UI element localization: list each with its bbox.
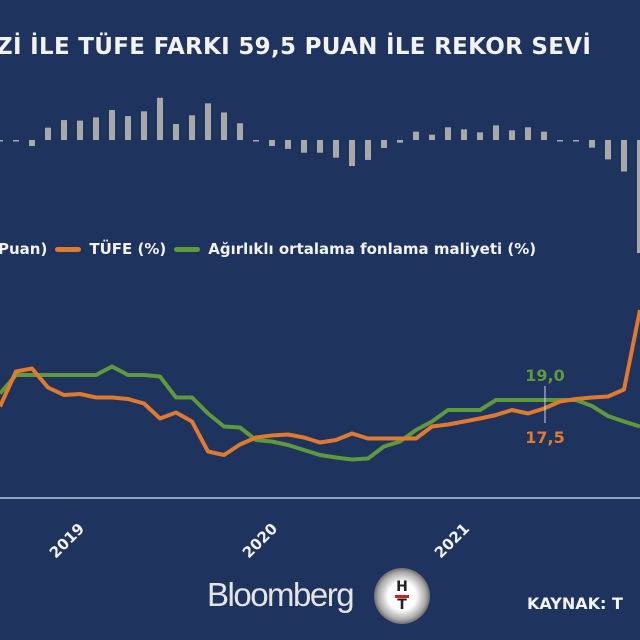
funding-line [0,364,640,462]
spread-bar [93,117,99,140]
spread-bar [525,127,531,140]
spread-bar [637,140,640,254]
spread-bar [269,140,275,147]
spread-bar [173,124,179,140]
spread-bar [589,140,595,148]
line-series [0,309,640,462]
spread-bar [509,130,515,140]
spread-bar [0,140,3,142]
spread-bar [541,131,547,140]
cpi-line [0,309,640,457]
spread-bar [189,115,195,140]
spread-bar [621,140,627,172]
spread-bar [13,140,19,142]
spread-bar [461,129,467,140]
spread-bar [301,140,307,153]
spread-bar [413,131,419,140]
annotation-cpi-label: 17,5 [525,428,564,447]
spread-bar [29,140,35,147]
spread-bar [381,140,387,148]
spread-bar [429,134,435,140]
spread-bar [573,140,579,142]
spread-bar [125,116,131,140]
source-text: KAYNAK: T [527,594,623,613]
spread-bar [205,103,211,140]
legend-spread-label: Puan) [0,240,48,258]
spread-bar [157,97,163,140]
spread-bar [349,140,355,167]
legend-cpi-swatch [55,246,82,252]
spread-bar [221,112,227,140]
chart-title: Zİ İLE TÜFE FARKI 59,5 PUAN İLE REKOR SE… [0,34,592,60]
legend-cpi-label: TÜFE (%) [89,240,167,258]
spread-bar [285,140,291,149]
spread-bar [45,127,51,140]
spread-bar [365,140,371,160]
legend: Puan) TÜFE (%) Ağırlıklı ortalama fonlam… [0,240,536,258]
spread-bar [557,140,563,142]
legend-funding-label: Ağırlıklı ortalama fonlama maliyeti (%) [208,240,537,258]
legend-funding-swatch [174,246,201,252]
annotation-funding-label: 19,0 [525,366,564,385]
spread-bar [109,109,115,140]
spread-bar [445,127,451,140]
spread-bar [493,125,499,140]
spread-bar [333,140,339,158]
spread-bar [317,140,323,153]
spread-bar [605,140,611,160]
bloomberg-logo: Bloomberg [207,576,355,613]
spread-bar [397,140,403,143]
spread-bars [0,97,640,254]
spread-bar [61,120,67,140]
spread-bar [477,132,483,140]
spread-bar [141,111,147,140]
spread-bar [237,123,243,140]
spread-bar [77,120,83,140]
spread-bar [253,140,259,142]
